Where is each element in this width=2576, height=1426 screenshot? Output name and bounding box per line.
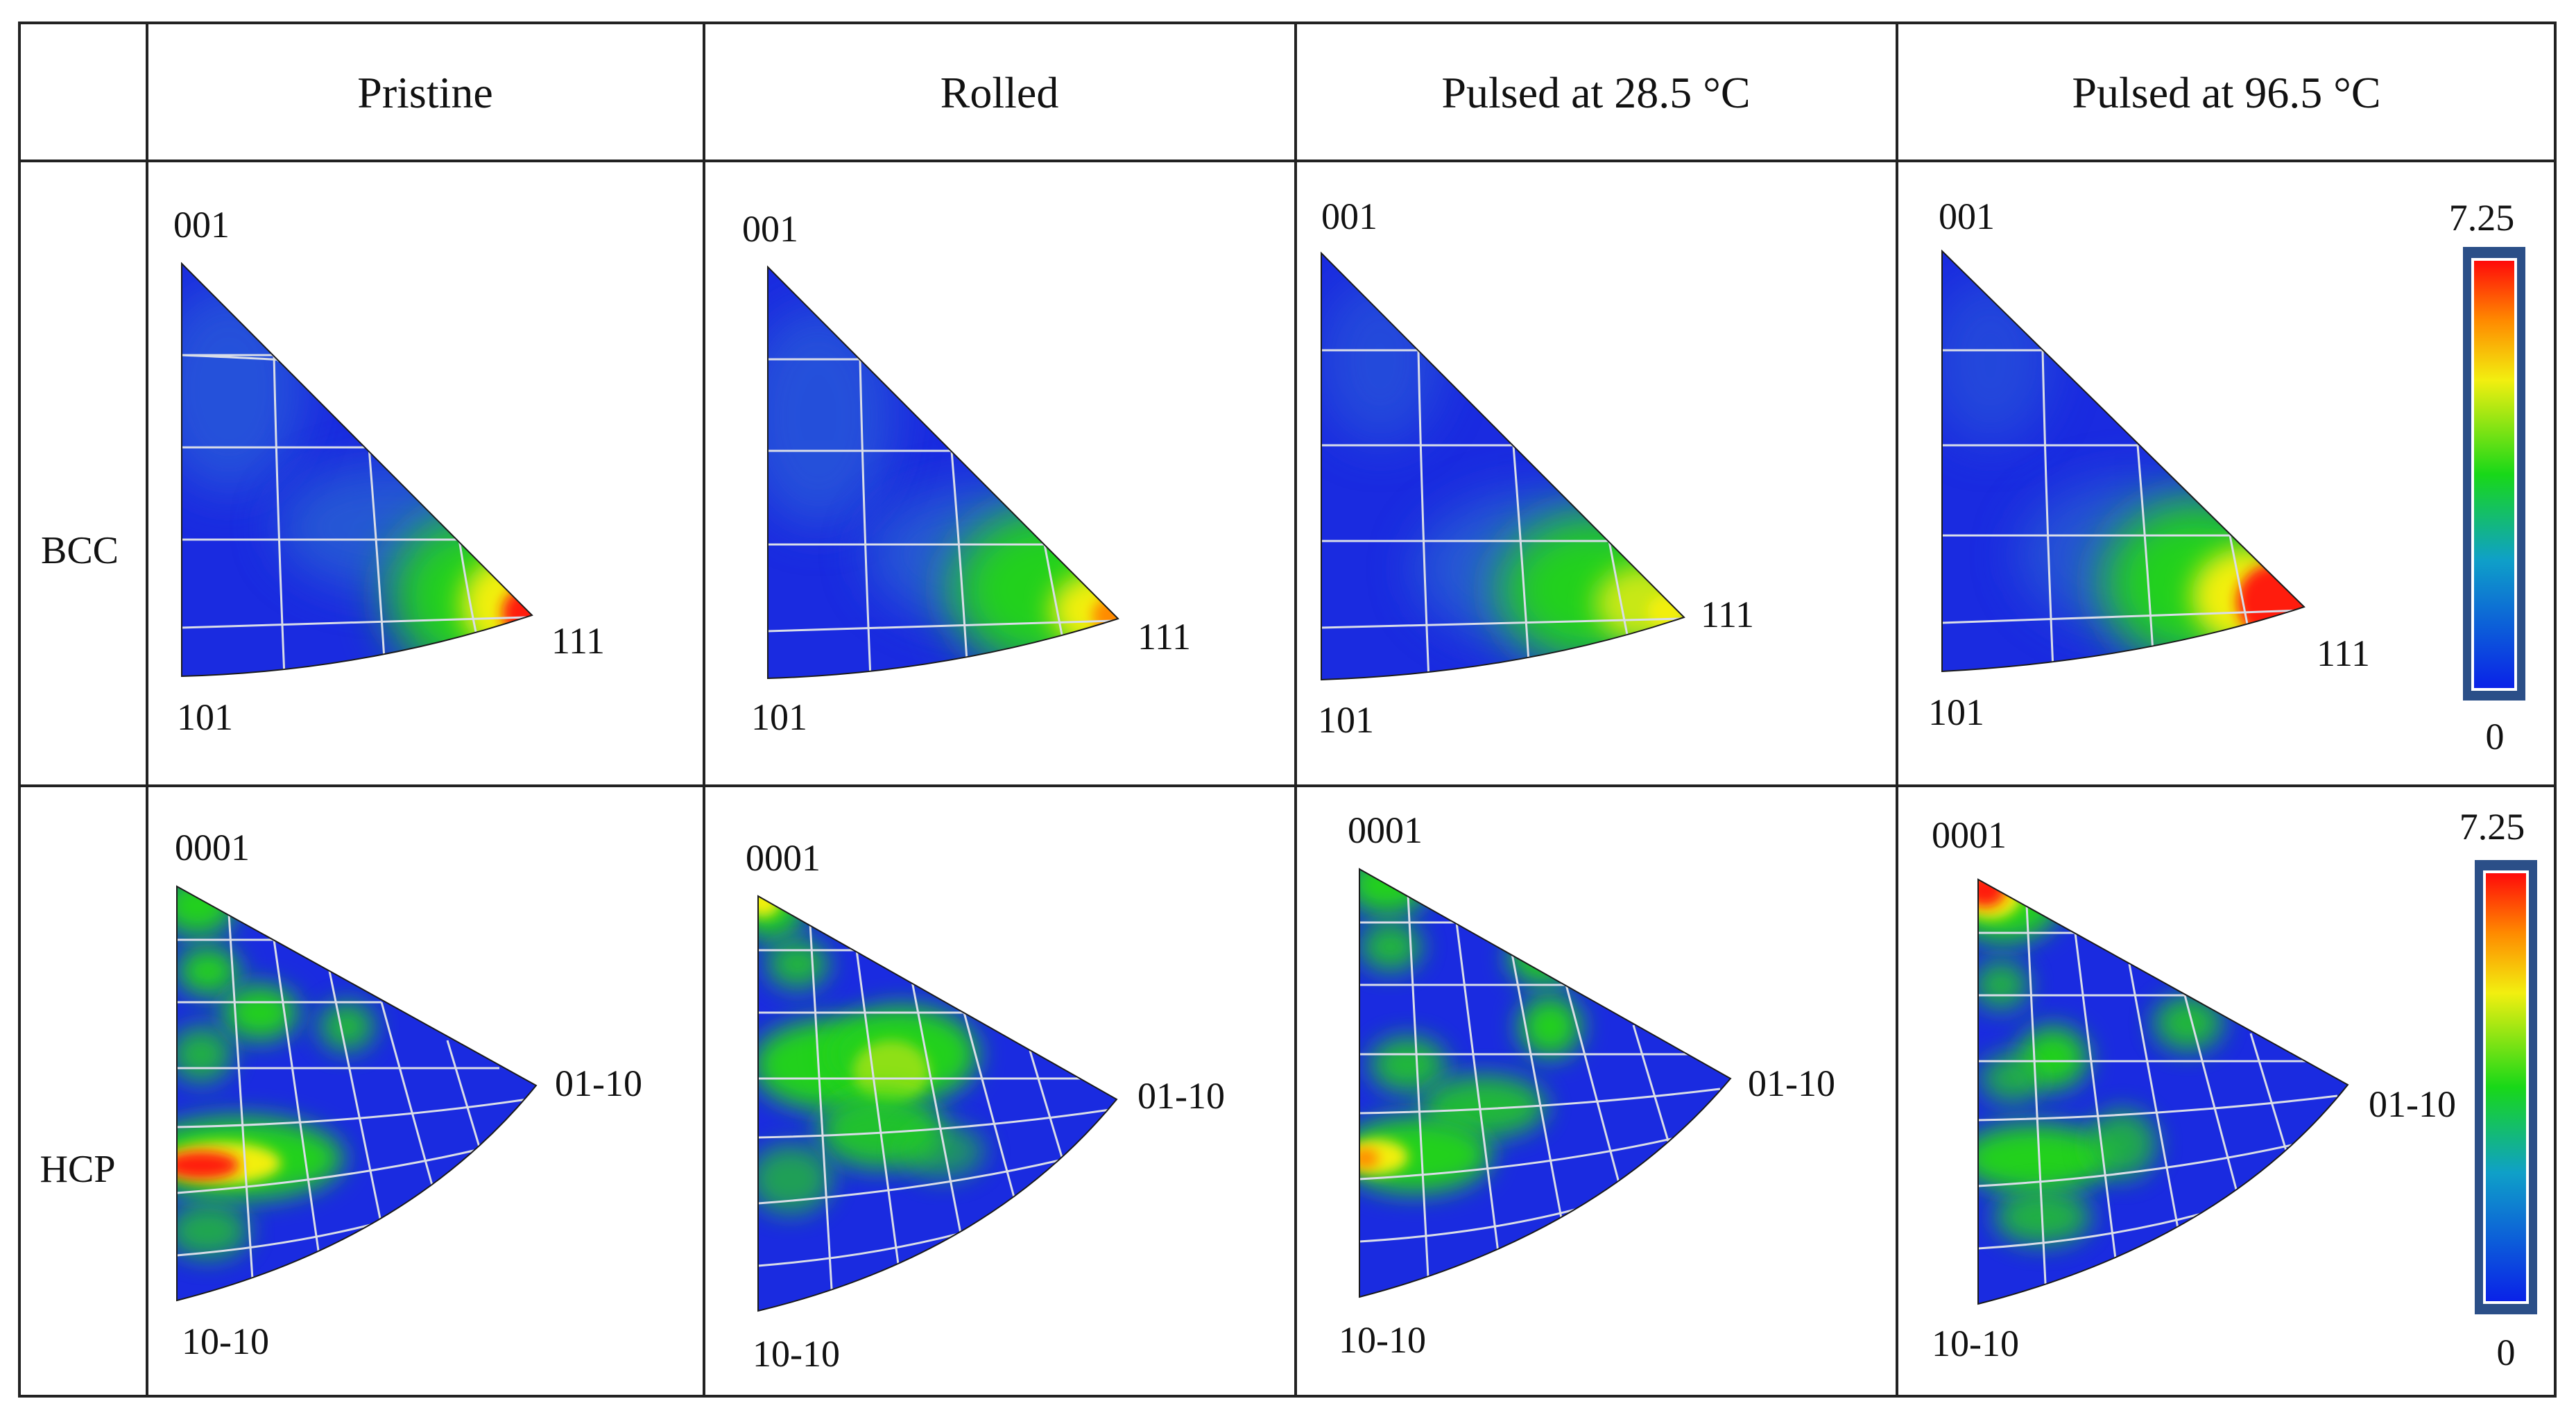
bcc-pulsed96-right-label: 111 (2317, 633, 2370, 674)
ipf-bcc-rolled (767, 265, 1119, 680)
column-header-rolled: Rolled (941, 68, 1059, 117)
hcp-rolled-top-label: 0001 (746, 837, 821, 879)
hcp-pristine-right-label: 01-10 (555, 1063, 642, 1104)
bcc-pulsed96-left-label: 101 (1928, 691, 1984, 733)
hcp-pulsed96-left-label: 10-10 (1932, 1323, 2019, 1364)
ipf-bcc-pulsed-28 (1321, 251, 1685, 681)
colorbar-bcc-max: 7.25 (2449, 197, 2515, 239)
column-header-pristine: Pristine (357, 68, 493, 117)
bcc-pulsed28-top-label: 001 (1321, 196, 1377, 237)
colorbar-bcc: 7.25 0 (2449, 197, 2525, 757)
ipf-hcp-pristine (176, 885, 538, 1302)
hcp-rolled-right-label: 01-10 (1137, 1075, 1225, 1117)
ipf-bcc-pulsed-96 (1941, 249, 2305, 673)
hcp-pulsed28-left-label: 10-10 (1339, 1319, 1426, 1361)
row-label-bcc: BCC (41, 529, 119, 572)
bcc-pristine-right-label: 111 (551, 620, 605, 662)
ipf-hcp-rolled (757, 895, 1118, 1312)
hcp-pulsed96-right-label: 01-10 (2369, 1083, 2456, 1125)
bcc-rolled-right-label: 111 (1137, 616, 1191, 658)
colorbar-hcp: 7.25 0 (2459, 806, 2537, 1373)
bcc-pulsed28-right-label: 111 (1701, 594, 1754, 635)
column-header-pulsed-96: Pulsed at 96.5 °C (2072, 68, 2380, 117)
colorbar-hcp-min: 0 (2497, 1332, 2516, 1373)
hcp-pulsed28-top-label: 0001 (1348, 809, 1423, 851)
bcc-rolled-left-label: 101 (751, 696, 807, 738)
bcc-rolled-top-label: 001 (742, 208, 798, 250)
bcc-pulsed96-top-label: 001 (1939, 196, 1995, 237)
column-header-pulsed-28: Pulsed at 28.5 °C (1441, 68, 1750, 117)
bcc-pulsed28-left-label: 101 (1318, 699, 1374, 741)
hcp-pulsed28-right-label: 01-10 (1748, 1063, 1835, 1104)
colorbar-bcc-min: 0 (2486, 716, 2505, 757)
hcp-pristine-left-label: 10-10 (182, 1321, 269, 1362)
row-label-hcp: HCP (40, 1148, 116, 1191)
hcp-rolled-left-label: 10-10 (753, 1333, 840, 1375)
colorbar-hcp-max: 7.25 (2459, 806, 2525, 848)
hcp-pulsed96-top-label: 0001 (1932, 814, 2007, 856)
ipf-hcp-pulsed-96 (1977, 878, 2349, 1305)
ipf-bcc-pristine (181, 261, 533, 678)
bcc-pristine-top-label: 001 (173, 204, 230, 246)
table-grid (18, 22, 2557, 1398)
hcp-pristine-top-label: 0001 (175, 827, 250, 868)
bcc-pristine-left-label: 101 (177, 696, 233, 738)
ipf-hcp-pulsed-28 (1359, 868, 1732, 1298)
